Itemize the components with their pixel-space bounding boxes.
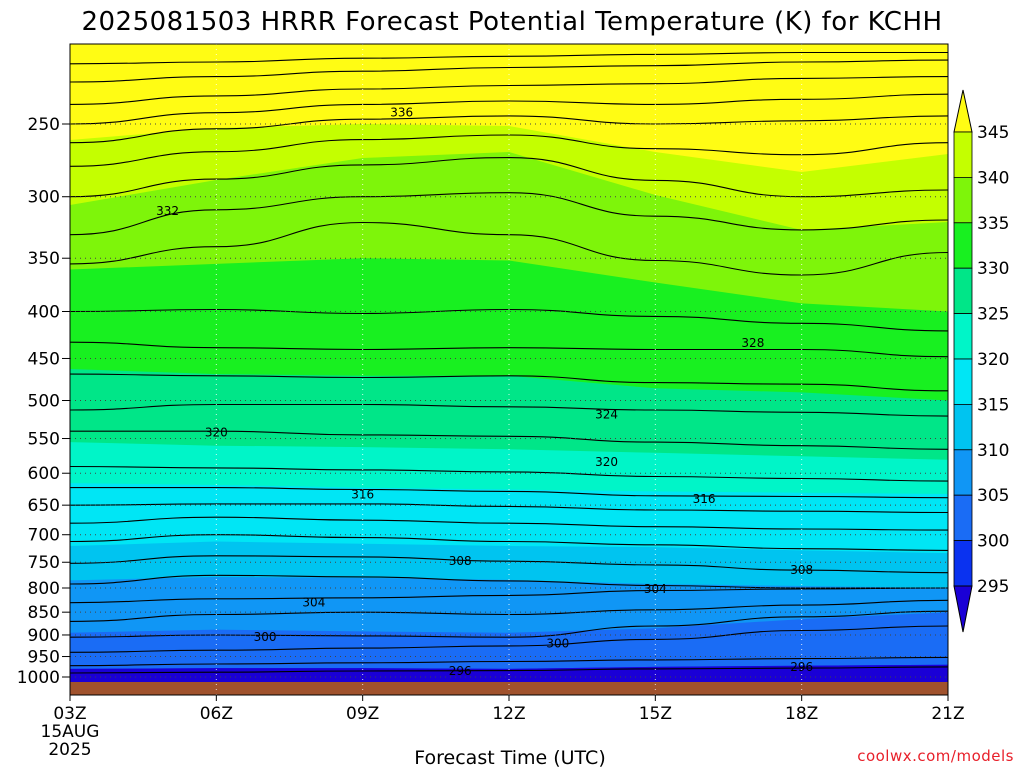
- x-tick-label: 03Z: [53, 704, 86, 724]
- colorbar-segment: [953, 267, 973, 315]
- colorbar-segment: [953, 222, 973, 269]
- y-axis-ticks: 250 300 350 400 450 500 550 600 650 700 750 800 850 9…: [17, 115, 70, 688]
- x-tick-label: 21Z: [931, 704, 964, 724]
- colorbar-label: 335: [977, 214, 1009, 234]
- contour-line: [69, 465, 949, 482]
- contour-line: [70, 487, 949, 499]
- credit-text: coolwx.com/models: [857, 747, 1014, 765]
- y-tick-label: 950: [28, 648, 60, 668]
- contour-label: 336: [390, 106, 413, 120]
- contour-label: 300: [254, 630, 277, 644]
- chart-title: 2025081503 HRRR Forecast Potential Tempe…: [81, 7, 942, 37]
- contour-label: 304: [644, 582, 667, 596]
- contour-label: 328: [741, 336, 764, 350]
- y-tick-label: 450: [28, 349, 60, 369]
- contour-label: 324: [595, 408, 618, 422]
- y-tick-label: 900: [28, 626, 60, 646]
- contour-line: [69, 76, 949, 105]
- contour-line: [69, 625, 949, 653]
- contour-labels: 336 332 328 324 320 320 316 316 308 308 304 304 300 3…: [156, 106, 813, 678]
- ground-fill: [70, 682, 948, 695]
- x-tick-label: 09Z: [346, 704, 379, 724]
- contour-line: [69, 59, 949, 83]
- colorbar-segment: [953, 176, 973, 224]
- x-tick-date-label: 2025: [48, 740, 91, 760]
- y-tick-label: 250: [28, 115, 60, 135]
- contour-label: 296: [449, 664, 472, 678]
- colorbar: 295 300 305 310 315 320 325 330 335 340 345: [953, 89, 1009, 633]
- colorbar-segment: [953, 540, 973, 587]
- x-tick-label: 12Z: [492, 704, 525, 724]
- colorbar-extend-bottom: [953, 585, 973, 633]
- colorbar-label: 325: [977, 305, 1009, 325]
- colorbar-label: 305: [977, 486, 1009, 506]
- y-tick-label: 650: [28, 496, 60, 516]
- colorbar-segment: [953, 494, 973, 542]
- colorbar-extend-top: [953, 89, 973, 133]
- y-tick-label: 850: [28, 603, 60, 623]
- colorbar-segment: [953, 358, 973, 405]
- contour-line: [69, 51, 948, 65]
- x-tick-label: 18Z: [785, 704, 818, 724]
- x-tick-label: 15Z: [639, 704, 672, 724]
- contour-label: 320: [595, 455, 618, 469]
- contour-line: [69, 574, 948, 589]
- y-tick-label: 750: [28, 553, 60, 573]
- colorbar-segment: [953, 403, 973, 451]
- colorbar-label: 345: [977, 123, 1009, 143]
- colorbar-segment: [953, 313, 973, 360]
- colorbar-label: 295: [977, 577, 1009, 597]
- contour-label: 316: [351, 488, 374, 502]
- y-tick-label: 800: [28, 579, 60, 599]
- x-axis-label: Forecast Time (UTC): [414, 747, 605, 768]
- contour-label: 308: [790, 563, 813, 577]
- colorbar-label: 340: [977, 168, 1009, 188]
- contour-line: [69, 666, 949, 674]
- x-tick-label: 06Z: [200, 704, 233, 724]
- colorbar-label: 300: [977, 532, 1009, 552]
- y-tick-label: 700: [28, 526, 60, 546]
- y-tick-label: 550: [28, 430, 60, 450]
- contour-label: 332: [156, 204, 179, 218]
- y-tick-label: 300: [28, 188, 60, 208]
- contour-label: 300: [546, 637, 569, 651]
- y-tick-label: 400: [28, 302, 60, 322]
- contour-line: [69, 503, 949, 514]
- y-tick-label: 500: [28, 392, 60, 412]
- colorbar-label: 310: [977, 441, 1009, 461]
- contour-line: [69, 555, 949, 574]
- y-tick-label: 1000: [17, 668, 60, 688]
- y-tick-label: 600: [28, 464, 60, 484]
- colorbar-segment: [953, 449, 973, 496]
- colorbar-label: 315: [977, 395, 1009, 415]
- contour-line: [70, 430, 949, 450]
- contour-label: 316: [693, 492, 716, 506]
- contour-label: 304: [302, 596, 325, 610]
- colorbar-segment: [953, 131, 973, 178]
- colorbar-label: 320: [977, 350, 1009, 370]
- y-tick-label: 350: [28, 249, 60, 269]
- contour-label: 320: [205, 426, 228, 440]
- ground-layer: [70, 682, 948, 695]
- x-tick-date-label: 15AUG: [41, 722, 100, 742]
- contour-line: [69, 115, 949, 144]
- contour-label: 296: [790, 660, 813, 674]
- contour-label: 308: [449, 554, 472, 568]
- colorbar-label: 330: [977, 259, 1009, 279]
